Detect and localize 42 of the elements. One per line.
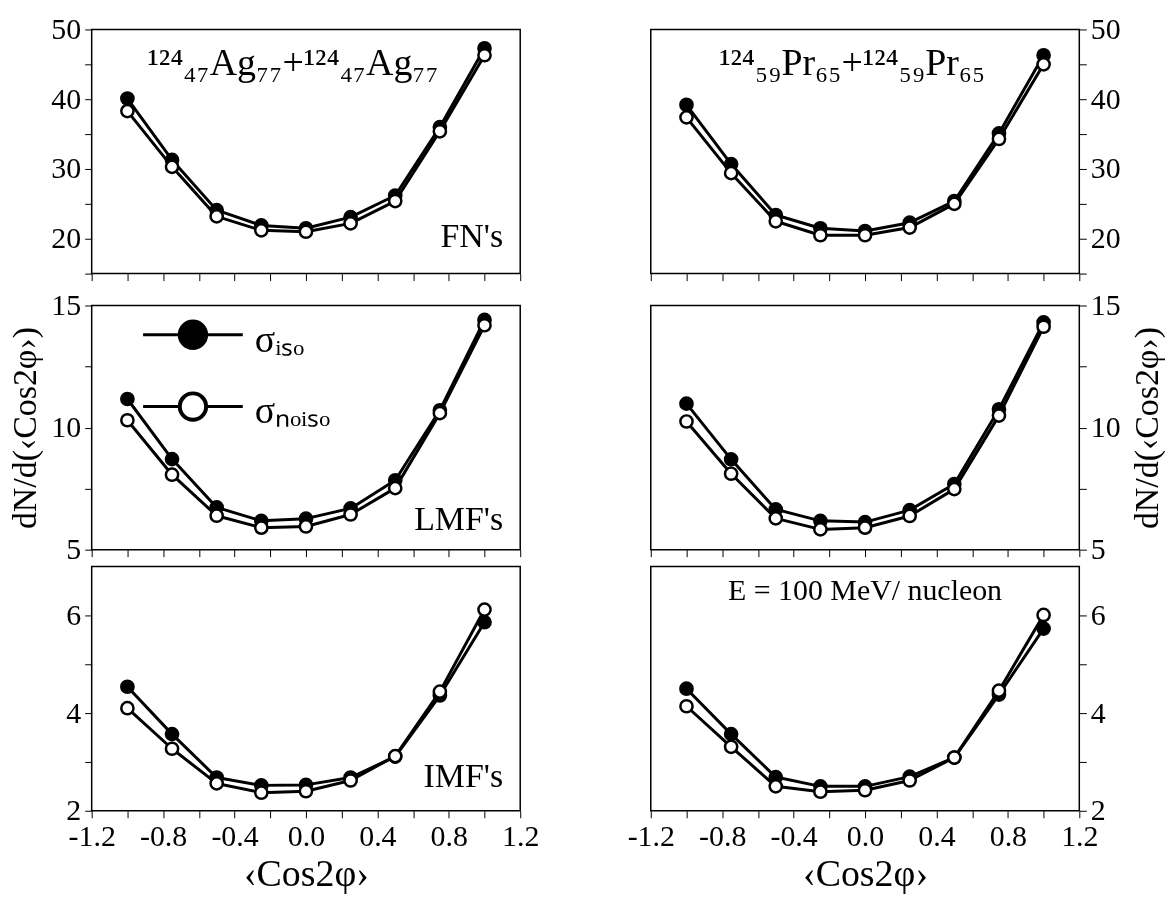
y-tick-label: 6 xyxy=(66,597,82,631)
annotation: E = 100 MeV/ nucleon xyxy=(728,572,1003,606)
y-tick-label: 40 xyxy=(51,81,82,115)
y-tick-label: 15 xyxy=(1090,287,1121,321)
x-tick-label: -0.8 xyxy=(699,819,747,853)
x-tick-label: 0.8 xyxy=(989,819,1028,853)
x-tick-label: 0.0 xyxy=(846,819,885,853)
x-tick-label: -0.8 xyxy=(139,819,188,853)
y-tick-label: 5 xyxy=(66,532,82,566)
y-tick-label: 30 xyxy=(1090,151,1121,185)
y-tick-label: 30 xyxy=(51,151,82,185)
legend-label: σᵢₛₒ xyxy=(254,317,305,360)
y-tick-label: 5 xyxy=(1090,532,1106,566)
annotation: ¹²⁴₅₉Pr₆₅+¹²⁴₅₉Pr₆₅ xyxy=(719,40,986,83)
legend-label: σₙₒᵢₛₒ xyxy=(254,389,331,432)
y-tick-label: 20 xyxy=(1090,221,1121,255)
y-tick-label: 10 xyxy=(51,410,82,444)
annotation: LMF's xyxy=(414,500,504,538)
x-axis-title: ‹Cos2φ› xyxy=(243,852,369,895)
x-tick-label: 0.4 xyxy=(918,819,956,853)
annotation: IMF's xyxy=(423,756,504,794)
annotation: FN's xyxy=(440,216,504,254)
y-tick-label: 10 xyxy=(1090,410,1121,444)
x-tick-label: -1.2 xyxy=(627,819,675,853)
y-tick-label: 20 xyxy=(51,221,82,255)
y-tick-label: 4 xyxy=(1090,695,1106,729)
y-axis-title: dN/d(‹Cos2φ›) xyxy=(1127,327,1166,530)
x-axis-title: ‹Cos2φ› xyxy=(803,852,928,895)
x-tick-label: -0.4 xyxy=(211,819,259,853)
y-tick-label: 50 xyxy=(1090,11,1121,45)
y-tick-label: 40 xyxy=(1090,81,1121,115)
x-tick-label: 0.0 xyxy=(287,819,326,853)
y-tick-label: 6 xyxy=(1090,597,1106,631)
x-tick-label: 1.2 xyxy=(502,819,540,853)
x-tick-label: 0.4 xyxy=(359,819,397,853)
y-tick-label: 50 xyxy=(51,11,82,45)
y-tick-label: 15 xyxy=(51,287,82,321)
y-axis-title: dN/d(‹Cos2φ›) xyxy=(6,327,45,530)
x-tick-label: 0.8 xyxy=(430,819,468,853)
annotation: ¹²⁴₄₇Ag₇₇+¹²⁴₄₇Ag₇₇ xyxy=(147,40,439,83)
y-tick-label: 4 xyxy=(66,695,82,729)
x-tick-label: -0.4 xyxy=(770,819,818,853)
